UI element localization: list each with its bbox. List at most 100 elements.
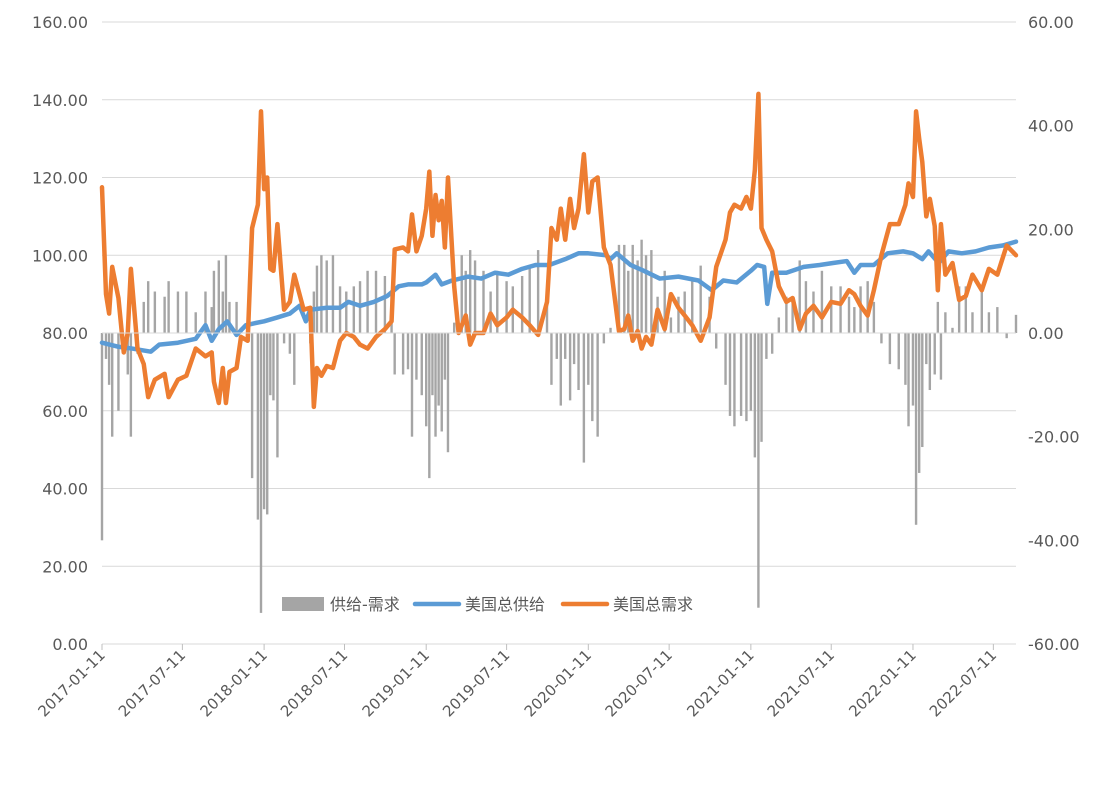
bar <box>437 333 440 406</box>
line-series <box>99 91 1019 410</box>
bar <box>142 301 145 333</box>
x-tick-label: 2018-01-11 <box>197 646 271 720</box>
bar <box>847 296 851 333</box>
bar <box>777 317 781 333</box>
x-tick-label: 2020-01-11 <box>521 646 595 720</box>
bar <box>401 333 405 375</box>
bar <box>496 270 499 333</box>
bar <box>282 333 286 344</box>
bar <box>545 291 549 333</box>
bar <box>420 333 423 396</box>
bar <box>669 317 673 333</box>
bar <box>212 270 216 333</box>
left-tick-label: 120.00 <box>32 169 88 188</box>
bar <box>446 333 450 453</box>
bar <box>663 270 666 333</box>
bar <box>631 244 634 333</box>
legend-label: 美国总需求 <box>613 595 693 614</box>
bar <box>760 333 763 442</box>
bar <box>880 333 883 344</box>
bar <box>980 286 983 333</box>
right-tick-label: 60.00 <box>1028 13 1074 32</box>
bar <box>925 333 928 365</box>
bar <box>460 255 463 333</box>
bar <box>228 301 231 333</box>
bar <box>428 333 431 479</box>
bar <box>724 333 727 385</box>
bar <box>434 333 437 437</box>
bar <box>939 333 943 380</box>
bar <box>904 333 907 385</box>
bar <box>425 333 428 427</box>
bar <box>431 333 434 396</box>
bar <box>415 333 418 380</box>
bar <box>798 260 801 333</box>
bar <box>640 239 643 333</box>
bar <box>914 333 918 525</box>
bar <box>928 333 932 391</box>
bar <box>440 333 443 432</box>
bar <box>269 333 272 396</box>
bar <box>266 333 269 515</box>
bar <box>1005 333 1008 339</box>
supply-minus-demand-bars <box>100 239 1018 613</box>
bar <box>699 265 702 333</box>
bar <box>596 333 599 437</box>
bar <box>691 281 694 333</box>
bar <box>644 255 648 333</box>
right-tick-label: -60.00 <box>1028 635 1080 654</box>
bar <box>559 333 562 406</box>
bar <box>627 270 630 333</box>
legend-swatch-bar <box>282 597 324 611</box>
bar <box>410 333 414 437</box>
x-tick-label: 2017-07-11 <box>115 646 189 720</box>
bar <box>996 307 999 333</box>
bar <box>443 333 447 380</box>
bar <box>320 255 323 333</box>
bar <box>650 250 653 333</box>
bar <box>272 333 275 401</box>
bar <box>749 333 753 411</box>
bar <box>262 333 266 510</box>
bar <box>464 270 467 333</box>
bar <box>739 333 743 416</box>
bar <box>785 296 788 333</box>
bar <box>636 260 639 333</box>
bar <box>117 333 120 411</box>
bar <box>146 281 150 333</box>
bar <box>572 333 576 365</box>
bar <box>345 291 348 333</box>
left-tick-label: 80.00 <box>42 324 88 343</box>
bar <box>623 244 626 333</box>
x-tick-label: 2021-01-11 <box>683 646 757 720</box>
bar <box>452 322 456 333</box>
bar <box>728 333 732 416</box>
bar <box>745 333 748 422</box>
bar <box>383 275 387 333</box>
right-tick-label: -20.00 <box>1028 428 1080 447</box>
bar <box>536 250 540 333</box>
bar <box>111 333 114 437</box>
bar <box>555 333 558 359</box>
bar <box>830 286 833 333</box>
bar <box>582 333 586 463</box>
bar <box>602 333 606 344</box>
bar <box>812 291 815 333</box>
bar <box>126 333 129 375</box>
bar <box>468 250 472 333</box>
bar <box>964 286 968 333</box>
bar <box>872 301 876 333</box>
bar <box>250 333 254 479</box>
bar <box>770 333 774 354</box>
bar <box>568 333 572 401</box>
bar <box>911 333 915 406</box>
x-axis-ticks: 2017-01-11 2017-07-11 2018-01-11 2018-07-11… <box>34 644 1000 720</box>
bar <box>153 291 157 333</box>
bar <box>791 296 794 333</box>
bar <box>577 333 580 391</box>
left-tick-label: 0.00 <box>52 635 88 654</box>
left-tick-label: 160.00 <box>32 13 88 32</box>
bar <box>224 255 228 333</box>
bar <box>107 333 111 385</box>
bar <box>482 270 485 333</box>
